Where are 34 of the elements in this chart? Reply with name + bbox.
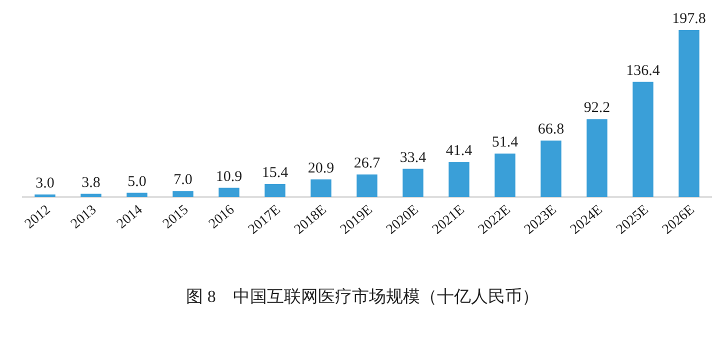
data-label: 5.0 (128, 174, 146, 190)
bar (356, 174, 378, 197)
data-label: 3.0 (36, 175, 54, 192)
x-tick-label: 2013 (68, 202, 100, 232)
bar (34, 194, 56, 197)
bar (310, 179, 332, 197)
data-label: 10.9 (216, 168, 242, 185)
data-label: 15.4 (262, 165, 289, 181)
data-label: 51.4 (492, 134, 519, 151)
bar (586, 119, 608, 197)
data-label: 20.9 (308, 160, 334, 176)
bar (448, 162, 470, 197)
data-label: 3.8 (82, 174, 100, 191)
bar (494, 154, 516, 197)
x-tick-label: 2014 (114, 202, 146, 232)
data-label: 197.8 (672, 11, 706, 27)
bar (402, 168, 424, 197)
x-tick-label: 2012 (22, 202, 54, 232)
text: 图 8 中国互联网医疗市场规模（十亿人民币） (186, 287, 539, 306)
data-label: 92.2 (584, 100, 610, 116)
bar (264, 184, 286, 197)
bar (678, 30, 700, 197)
data-label: 7.0 (174, 172, 192, 188)
bar (126, 192, 148, 197)
bar (172, 191, 194, 197)
data-label: 26.7 (354, 155, 381, 172)
bar (218, 188, 240, 197)
data-label: 66.8 (538, 122, 564, 138)
data-label: 136.4 (626, 62, 660, 79)
bar (632, 82, 654, 197)
bar (540, 140, 562, 197)
data-label: 33.4 (400, 150, 427, 166)
data-label: 41.4 (446, 143, 473, 160)
bar (80, 194, 102, 197)
